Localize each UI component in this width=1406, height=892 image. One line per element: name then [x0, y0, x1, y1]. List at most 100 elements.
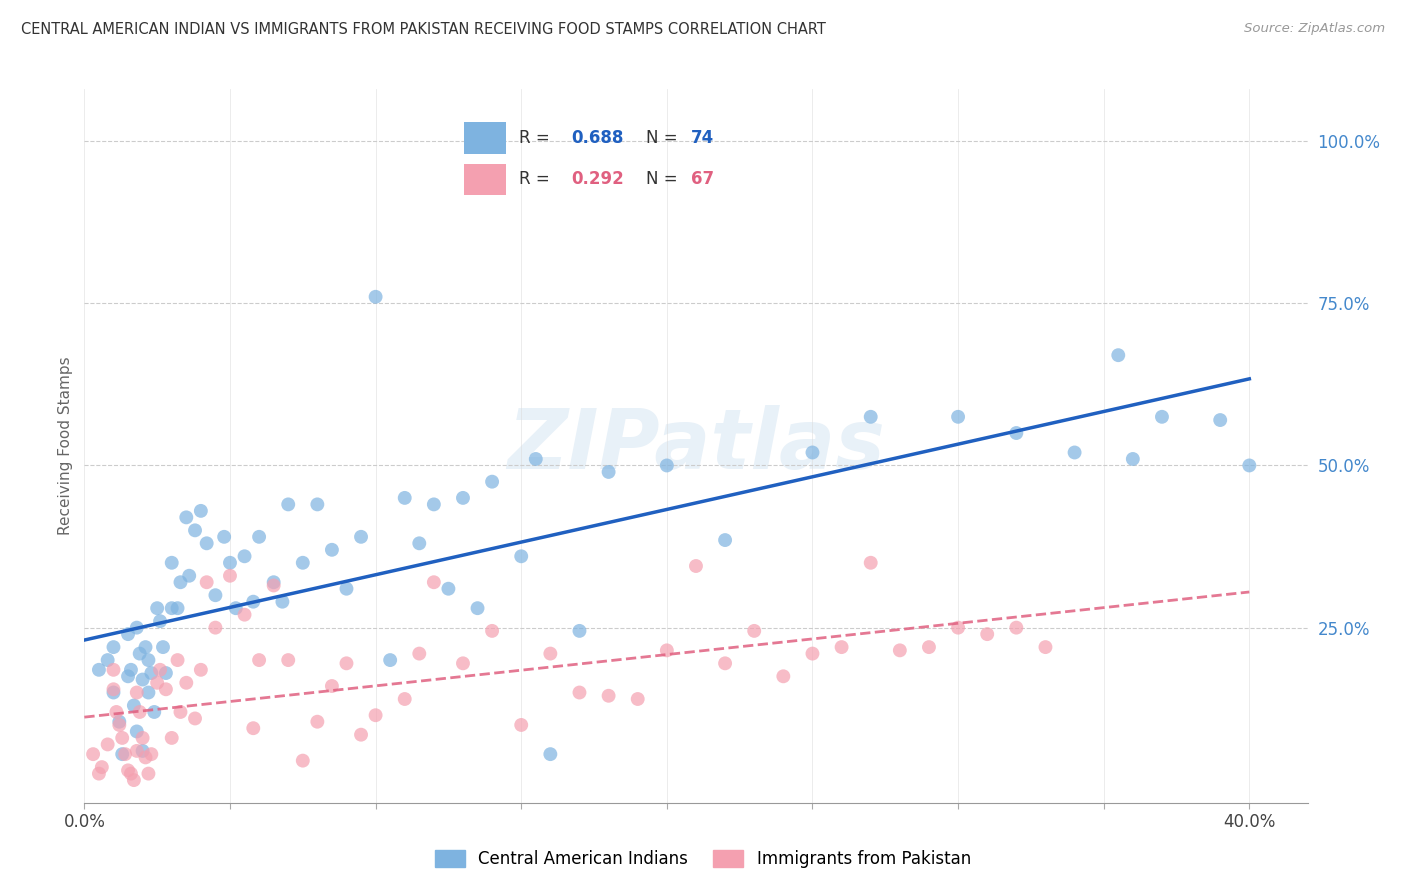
Point [87, 766, 110, 780]
Point [742, 624, 765, 638]
Point [247, 653, 270, 667]
Point [149, 663, 172, 677]
Point [122, 698, 145, 713]
Point [408, 536, 430, 550]
Point [125, 744, 148, 758]
Point [190, 663, 212, 677]
Point [155, 666, 177, 681]
Point [103, 640, 125, 654]
Point [481, 475, 503, 489]
Point [321, 679, 343, 693]
Point [212, 530, 235, 544]
Point [263, 578, 285, 592]
Point [538, 647, 561, 661]
Y-axis label: Receiving Food Stamps: Receiving Food Stamps [58, 357, 73, 535]
Point [598, 689, 620, 703]
Point [97, 653, 120, 667]
Point [1035, 640, 1057, 654]
Point [204, 588, 226, 602]
Point [125, 685, 148, 699]
Point [598, 465, 620, 479]
Point [111, 747, 134, 761]
Point [655, 643, 678, 657]
Point [152, 640, 174, 654]
Point [568, 685, 591, 699]
Point [138, 653, 160, 667]
Point [242, 595, 264, 609]
Point [131, 744, 153, 758]
Point [169, 575, 191, 590]
Point [335, 582, 357, 596]
Point [423, 497, 446, 511]
Point [423, 575, 446, 590]
Point [166, 601, 188, 615]
Point [146, 601, 169, 615]
Point [160, 601, 183, 615]
Point [128, 705, 150, 719]
Text: ZIPatlas: ZIPatlas [508, 406, 884, 486]
Point [1150, 409, 1173, 424]
Point [108, 714, 131, 729]
Point [120, 663, 142, 677]
Point [801, 647, 824, 661]
Point [1005, 425, 1028, 440]
Point [184, 524, 207, 538]
Point [174, 675, 197, 690]
Point [90, 760, 112, 774]
Point [120, 766, 142, 780]
Point [105, 705, 128, 719]
Point [394, 491, 416, 505]
Point [135, 750, 157, 764]
Point [128, 647, 150, 661]
Point [831, 640, 853, 654]
Point [195, 575, 218, 590]
Point [380, 653, 402, 667]
Point [307, 714, 329, 729]
Point [111, 731, 134, 745]
Point [655, 458, 678, 473]
Point [174, 510, 197, 524]
Point [335, 657, 357, 671]
Point [122, 773, 145, 788]
Point [1005, 621, 1028, 635]
Point [307, 497, 329, 511]
Point [277, 653, 299, 667]
Point [195, 536, 218, 550]
Point [242, 721, 264, 735]
Point [219, 556, 242, 570]
Point [108, 718, 131, 732]
Point [889, 643, 911, 657]
Point [627, 692, 650, 706]
Point [946, 409, 969, 424]
Point [350, 728, 373, 742]
Point [117, 669, 139, 683]
Point [117, 764, 139, 778]
Point [131, 673, 153, 687]
Point [233, 549, 256, 564]
Point [1063, 445, 1085, 459]
Point [135, 640, 157, 654]
Point [467, 601, 489, 615]
Point [117, 627, 139, 641]
Point [97, 738, 120, 752]
Point [481, 624, 503, 638]
Text: CENTRAL AMERICAN INDIAN VS IMMIGRANTS FROM PAKISTAN RECEIVING FOOD STAMPS CORREL: CENTRAL AMERICAN INDIAN VS IMMIGRANTS FR… [21, 22, 825, 37]
Text: Source: ZipAtlas.com: Source: ZipAtlas.com [1244, 22, 1385, 36]
Point [801, 445, 824, 459]
Point [859, 556, 882, 570]
Point [204, 621, 226, 635]
Point [714, 533, 737, 547]
Point [976, 627, 998, 641]
Point [103, 682, 125, 697]
Point [138, 685, 160, 699]
Point [184, 711, 207, 725]
Point [408, 647, 430, 661]
Point [918, 640, 941, 654]
Point [277, 497, 299, 511]
Point [291, 556, 314, 570]
Point [87, 663, 110, 677]
Point [225, 601, 247, 615]
Point [271, 595, 294, 609]
Point [103, 685, 125, 699]
Point [1239, 458, 1261, 473]
